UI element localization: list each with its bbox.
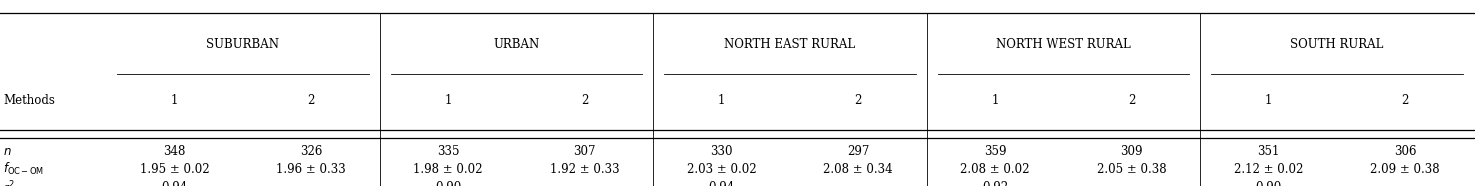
Text: 307: 307 [574, 145, 596, 158]
Text: 1.96 ± 0.33: 1.96 ± 0.33 [276, 163, 347, 176]
Text: 1: 1 [171, 94, 178, 107]
Text: NORTH WEST RURAL: NORTH WEST RURAL [996, 38, 1131, 51]
Text: 330: 330 [711, 145, 733, 158]
Text: 1.92 ± 0.33: 1.92 ± 0.33 [550, 163, 619, 176]
Text: 0.92: 0.92 [982, 181, 1007, 186]
Text: 2: 2 [854, 94, 861, 107]
Text: 2.03 ± 0.02: 2.03 ± 0.02 [687, 163, 757, 176]
Text: URBAN: URBAN [493, 38, 540, 51]
Text: 348: 348 [164, 145, 186, 158]
Text: 0.90: 0.90 [1255, 181, 1282, 186]
Text: 2: 2 [1128, 94, 1136, 107]
Text: Methods: Methods [3, 94, 55, 107]
Text: 297: 297 [847, 145, 869, 158]
Text: 2: 2 [581, 94, 589, 107]
Text: NORTH EAST RURAL: NORTH EAST RURAL [724, 38, 856, 51]
Text: 2.08 ± 0.34: 2.08 ± 0.34 [823, 163, 892, 176]
Text: –: – [1128, 181, 1134, 186]
Text: –: – [855, 181, 861, 186]
Text: 2: 2 [308, 94, 316, 107]
Text: SUBURBAN: SUBURBAN [207, 38, 279, 51]
Text: 0.94: 0.94 [161, 181, 187, 186]
Text: $r^{2}$: $r^{2}$ [3, 179, 15, 186]
Text: –: – [308, 181, 314, 186]
Text: 2: 2 [1401, 94, 1409, 107]
Text: 2.09 ± 0.38: 2.09 ± 0.38 [1370, 163, 1440, 176]
Text: 0.94: 0.94 [708, 181, 735, 186]
Text: 2.08 ± 0.02: 2.08 ± 0.02 [960, 163, 1030, 176]
Text: 351: 351 [1257, 145, 1280, 158]
Text: $f_{\rm OC-OM}$: $f_{\rm OC-OM}$ [3, 161, 44, 177]
Text: 359: 359 [984, 145, 1006, 158]
Text: 1: 1 [444, 94, 451, 107]
Text: $n$: $n$ [3, 145, 12, 158]
Text: SOUTH RURAL: SOUTH RURAL [1291, 38, 1384, 51]
Text: 1: 1 [1264, 94, 1271, 107]
Text: –: – [1403, 181, 1409, 186]
Text: 2.12 ± 0.02: 2.12 ± 0.02 [1233, 163, 1302, 176]
Text: 326: 326 [299, 145, 323, 158]
Text: 1.95 ± 0.02: 1.95 ± 0.02 [140, 163, 209, 176]
Text: 335: 335 [437, 145, 459, 158]
Text: 1: 1 [718, 94, 726, 107]
Text: 1: 1 [991, 94, 999, 107]
Text: 2.05 ± 0.38: 2.05 ± 0.38 [1097, 163, 1167, 176]
Text: 1.98 ± 0.02: 1.98 ± 0.02 [413, 163, 482, 176]
Text: 0.90: 0.90 [435, 181, 462, 186]
Text: 306: 306 [1394, 145, 1416, 158]
Text: –: – [581, 181, 587, 186]
Text: 309: 309 [1121, 145, 1143, 158]
